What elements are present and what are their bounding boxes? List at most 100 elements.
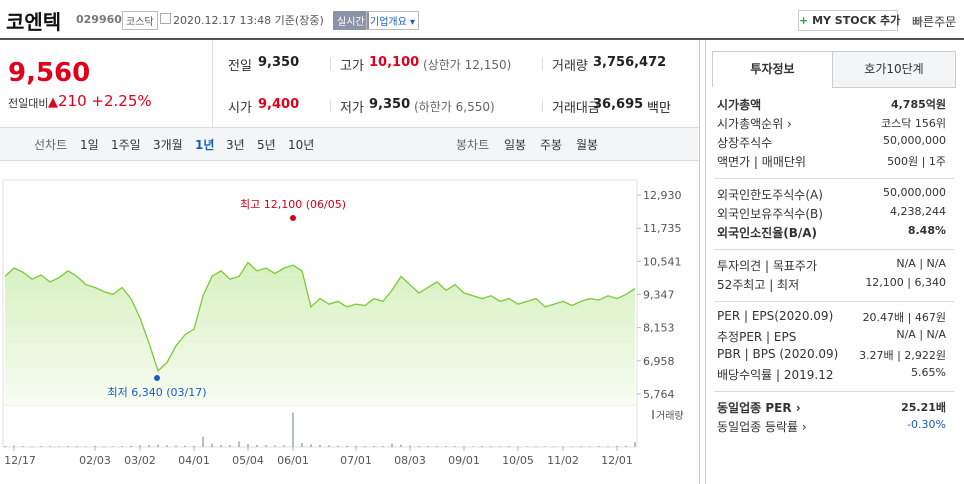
info-value: 500원 | 1주: [887, 155, 946, 168]
info-label: 동일업종 PER ›: [717, 401, 801, 415]
info-label: 액면가 | 매매단위: [717, 155, 806, 169]
change-label: 전일대비: [8, 97, 49, 110]
info-value: N/A | N/A: [896, 257, 946, 270]
stat-label: 시가: [228, 101, 252, 116]
calendar-icon: [160, 13, 171, 24]
info-value: 코스닥 156위: [881, 117, 946, 130]
company-info: 기업개요: [370, 17, 407, 28]
stat-label: 거래대금: [552, 101, 600, 116]
period-tab[interactable]: 3개월: [153, 138, 183, 152]
annotation: 최고 12,100 (06/05): [240, 198, 346, 211]
chart: 12,930 11,735 10,541 9,347 8,153 6,958 5,764 최고…: [2, 179, 684, 467]
info-label: 외국인소진율(B/A): [717, 226, 818, 240]
info-value: 50,000,000: [883, 186, 946, 199]
period-tab[interactable]: 5년: [257, 138, 276, 152]
stat-note: (하한가 6,550): [414, 100, 495, 114]
period-tab[interactable]: 1주일: [111, 138, 141, 152]
divider: [212, 40, 213, 127]
info-label: 시가총액순위 ›: [717, 117, 792, 131]
y-tick-label: 11,735: [643, 222, 682, 235]
header-rule: [0, 38, 964, 40]
price-line: [4, 261, 636, 372]
price-area: [5, 262, 635, 405]
info-label: 시가총액: [717, 98, 762, 112]
tab-label: 봉차트: [456, 138, 490, 152]
y-tick-label: 8,153: [643, 322, 675, 335]
tab-rule: [832, 87, 956, 88]
info-value: 20.47배 | 467원: [862, 311, 946, 324]
x-tick-label: 06/01: [277, 454, 309, 467]
stat-label: 저가: [340, 101, 364, 116]
x-tick-label: 04/01: [178, 454, 210, 467]
market-badge: 코스닥: [122, 11, 158, 30]
period-tab[interactable]: 3년: [226, 138, 245, 152]
x-tick-label: 10/05: [502, 454, 534, 467]
x-tick-label: 12/01: [601, 454, 633, 467]
stock-name: 코엔텍: [6, 10, 62, 34]
annotation: 최저 6,340 (03/17): [107, 386, 206, 399]
period-tab[interactable]: 10년: [288, 138, 315, 152]
info-label: 외국인보유주식수(B): [717, 207, 823, 221]
mystock-label: MY STOCK 추가: [812, 14, 901, 27]
info-label: 추정PER | EPS: [717, 330, 797, 344]
stat-note: (상한가 12,150): [423, 58, 512, 72]
info-value: 4,238,244: [890, 205, 946, 218]
info-tab[interactable]: 투자정보: [712, 51, 833, 87]
x-tick-label: 11/02: [547, 454, 579, 467]
info-label: 52주최고 | 최저: [717, 278, 800, 292]
stat-label: 전일: [228, 59, 252, 74]
period-tab[interactable]: 1일: [80, 138, 99, 152]
realtime-badge: 실시간: [333, 11, 369, 30]
period-tab[interactable]: 1년: [195, 138, 215, 152]
info-value: 25.21배: [901, 401, 946, 414]
change-value: 210: [58, 92, 87, 110]
candle-tab[interactable]: 일봉: [504, 138, 527, 152]
datetime: 2020.12.17 13:48 기준(장중): [173, 14, 324, 27]
info-label: 외국인한도주식수(A): [717, 188, 823, 202]
quick-order[interactable]: 빠른주문: [912, 15, 957, 29]
extreme-marker: [290, 215, 296, 222]
stat-value: 3,756,472: [593, 55, 667, 70]
x-tick-label: 03/02: [124, 454, 156, 467]
x-tick-label: 08/03: [394, 454, 426, 467]
info-label: 상장주식수: [717, 136, 773, 150]
info-tab[interactable]: 호가10단계: [832, 51, 956, 88]
stock-code: 029960: [76, 13, 122, 26]
info-value: 4,785억원: [890, 98, 946, 111]
stat-value: 10,100: [369, 55, 420, 70]
stat-label: 거래량: [552, 59, 588, 74]
tab-label: 선차트: [34, 138, 68, 152]
info-label: PBR | BPS (2020.09): [717, 347, 839, 361]
y-tick-label: 10,541: [643, 255, 682, 268]
y-tick-label: 12,930: [643, 189, 682, 202]
main-panel: [0, 40, 700, 484]
info-label: 배당수익률 | 2019.12: [717, 368, 834, 382]
candle-tab[interactable]: 월봉: [576, 138, 599, 152]
info-label: 투자의견 | 목표주가: [717, 259, 817, 273]
extreme-marker: [154, 375, 160, 382]
candle-tab[interactable]: 주봉: [540, 138, 563, 152]
group-divider: [714, 391, 954, 392]
y-tick-label: 5,764: [643, 388, 675, 401]
info-value: 12,100 | 6,340: [865, 276, 946, 289]
info-value: -0.30%: [907, 418, 946, 431]
stat-value: 9,350: [258, 55, 300, 70]
info-value: 50,000,000: [883, 134, 946, 147]
group-divider: [714, 249, 954, 250]
stat-value: 36,695: [593, 97, 644, 112]
stat-divider: [542, 100, 543, 112]
x-tick-label: 07/01: [340, 454, 372, 467]
company-info-button[interactable]: 기업개요 ▾: [366, 11, 420, 30]
info-panel: [705, 40, 964, 484]
info-value: 8.48%: [907, 224, 946, 237]
stat-label: 고가: [340, 59, 364, 74]
info-label: PER | EPS(2020.09): [717, 309, 834, 323]
stat-divider: [330, 100, 331, 112]
period-bar: [0, 127, 699, 161]
x-tick-label: 05/04: [232, 454, 264, 467]
mystock-button[interactable]: + MY STOCK 추가: [798, 10, 901, 31]
volume-label: 거래량: [656, 410, 684, 422]
y-tick-label: 6,958: [643, 355, 675, 368]
stat-unit: 백만: [647, 101, 671, 116]
